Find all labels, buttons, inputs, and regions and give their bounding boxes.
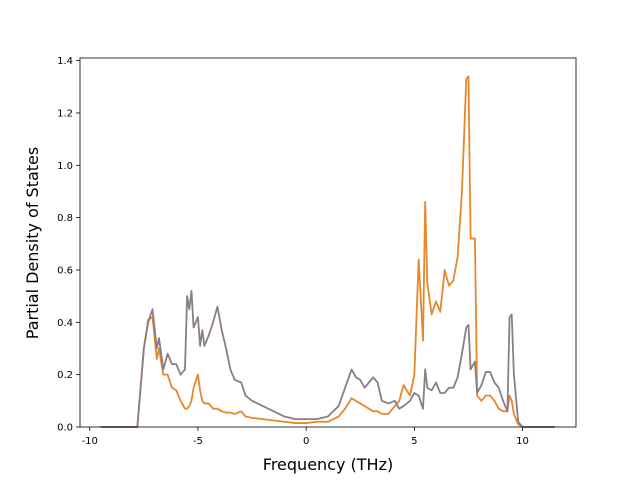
plot-frame xyxy=(79,57,577,428)
y-tick-label: 1.0 xyxy=(57,161,73,172)
x-tick-label: -10 xyxy=(82,436,98,447)
y-tick-label: 0.6 xyxy=(57,265,73,276)
x-tick-label: 5 xyxy=(411,436,417,447)
y-axis-label: Partial Density of States xyxy=(23,147,42,339)
y-tick-label: 0.8 xyxy=(57,213,73,224)
y-tick-label: 0.4 xyxy=(57,318,73,329)
y-tick-label: 1.4 xyxy=(57,56,73,67)
x-tick-label: -5 xyxy=(193,436,203,447)
line-series xyxy=(100,75,556,428)
y-tick-label: 0.2 xyxy=(57,370,73,381)
x-tick-label: 0 xyxy=(303,436,309,447)
y-tick-label: 1.2 xyxy=(57,108,73,119)
x-axis-label: Frequency (THz) xyxy=(263,455,393,474)
x-tick-label: 10 xyxy=(516,436,529,447)
line-series xyxy=(100,290,556,428)
y-tick-label: 0.0 xyxy=(57,423,73,434)
